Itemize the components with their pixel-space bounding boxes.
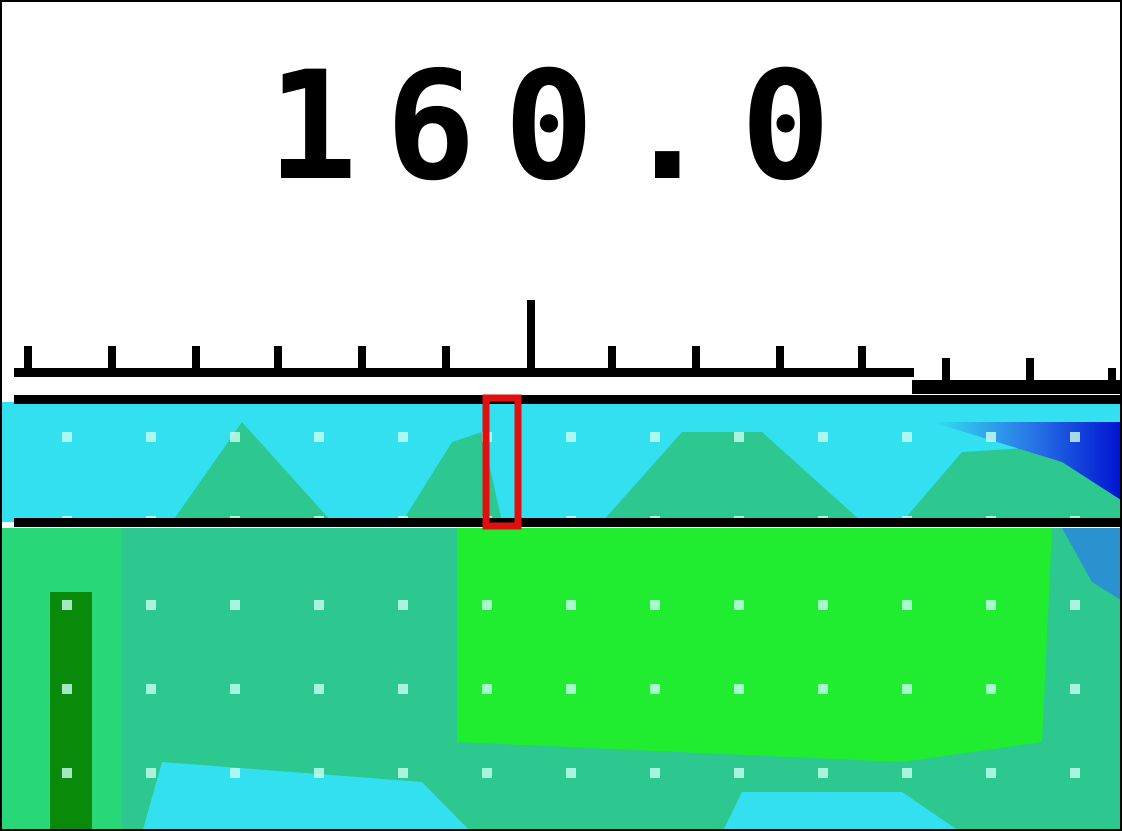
tuning-ruler [14, 300, 1122, 394]
spectrum-view [2, 2, 1122, 831]
separator [14, 518, 1122, 527]
waterfall-lower [2, 528, 1122, 831]
waterfall-upper [2, 402, 1122, 522]
radio-display: 160.0 [0, 0, 1122, 831]
separator [14, 395, 1122, 404]
